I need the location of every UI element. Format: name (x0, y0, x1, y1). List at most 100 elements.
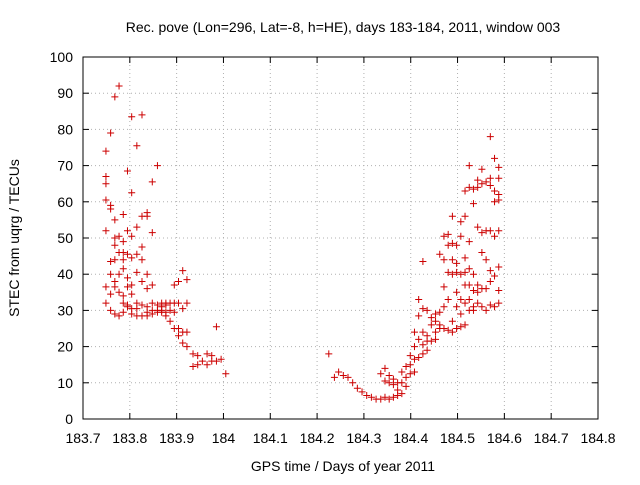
data-point (102, 180, 110, 188)
data-point (212, 323, 220, 331)
data-point (162, 301, 170, 309)
data-point (358, 388, 366, 396)
data-point (133, 250, 141, 258)
data-point (432, 310, 440, 318)
data-point (415, 312, 423, 320)
data-point (128, 254, 136, 262)
x-tick-label: 184 (212, 430, 236, 446)
data-point (457, 296, 465, 304)
data-point (495, 299, 503, 307)
data-point (128, 189, 136, 197)
data-point (419, 341, 427, 349)
data-point (128, 290, 136, 298)
data-point (183, 276, 191, 284)
data-point (170, 281, 178, 289)
data-point (143, 270, 151, 278)
data-point (419, 328, 427, 336)
data-point (123, 303, 131, 311)
data-point (448, 239, 456, 247)
data-point (423, 346, 431, 354)
plot-frame (82, 56, 599, 420)
data-point (111, 241, 119, 249)
data-point (423, 306, 431, 314)
data-point (491, 232, 499, 240)
data-point (339, 372, 347, 380)
data-point (453, 325, 461, 332)
data-point (406, 352, 414, 360)
data-point (212, 357, 220, 365)
data-point (469, 200, 477, 208)
x-tick-label: 184.2 (300, 430, 335, 446)
data-point (111, 256, 119, 264)
data-point (102, 299, 110, 307)
data-point (478, 303, 486, 311)
data-point (179, 267, 187, 275)
data-point (495, 286, 503, 294)
data-point (486, 267, 494, 275)
data-point (448, 317, 456, 325)
data-point (419, 350, 427, 358)
data-point (398, 368, 406, 376)
data-point (115, 288, 123, 296)
data-point (102, 147, 110, 155)
data-point (457, 218, 465, 226)
data-point (349, 379, 357, 387)
data-point (478, 248, 486, 256)
data-point (389, 381, 397, 389)
data-point (474, 288, 482, 296)
x-tick-label: 184.8 (580, 430, 615, 446)
chart-title: Rec. pove (Lon=296, Lat=-8, h=HE), days … (126, 19, 561, 35)
data-point (143, 285, 151, 293)
data-point (457, 323, 465, 331)
data-point (102, 283, 110, 291)
data-point (453, 288, 461, 296)
data-point (427, 321, 435, 329)
data-point (453, 303, 461, 311)
data-point (453, 241, 461, 249)
data-point (461, 187, 469, 195)
data-point (457, 232, 465, 240)
data-point (133, 268, 141, 276)
data-point (179, 305, 187, 313)
y-tick-label: 90 (57, 85, 73, 101)
data-point (377, 395, 385, 403)
data-point (107, 258, 115, 266)
data-point (461, 299, 469, 307)
data-point (175, 299, 183, 307)
data-point (478, 180, 486, 188)
data-point (432, 335, 440, 343)
data-point (128, 113, 136, 121)
data-point (222, 370, 230, 378)
data-point (119, 248, 127, 256)
data-point (457, 270, 465, 278)
data-point (107, 290, 115, 298)
data-point (457, 310, 465, 318)
data-point (453, 259, 461, 267)
x-tick-label: 183.7 (65, 430, 100, 446)
data-points (102, 82, 503, 403)
data-point (189, 350, 197, 358)
grid-lines (83, 57, 598, 419)
data-point (175, 325, 183, 332)
data-point (394, 391, 402, 399)
data-point (148, 281, 156, 289)
data-point (427, 314, 435, 322)
data-point (133, 223, 141, 231)
data-point (148, 310, 156, 318)
data-point (123, 227, 131, 235)
axis-ticks (82, 56, 599, 420)
data-point (436, 308, 444, 316)
data-point (474, 281, 482, 289)
data-point (119, 265, 127, 273)
data-point (119, 256, 127, 264)
data-point (166, 317, 174, 325)
data-point (402, 382, 410, 390)
data-point (363, 391, 371, 399)
data-point (111, 234, 119, 242)
data-point (128, 281, 136, 289)
data-point (111, 93, 119, 101)
data-point (440, 232, 448, 240)
data-point (440, 256, 448, 264)
x-tick-label: 184.4 (393, 430, 428, 446)
data-point (427, 337, 435, 345)
